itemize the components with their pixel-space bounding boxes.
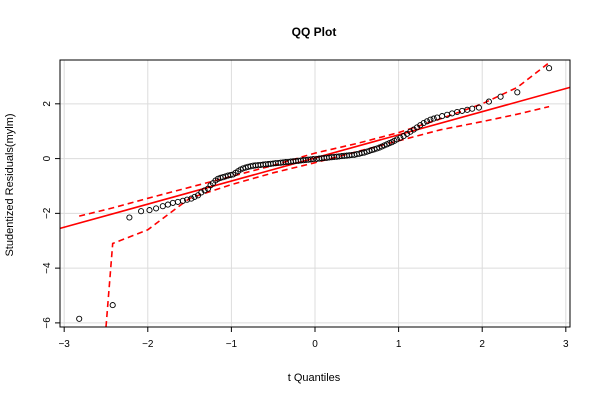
- y-tick-label: −4: [42, 262, 53, 274]
- data-point: [397, 134, 404, 141]
- data-point: [449, 110, 456, 117]
- x-tick-label: 2: [479, 339, 485, 350]
- data-point: [475, 104, 482, 111]
- confidence-band-lower: [105, 105, 550, 328]
- data-point: [169, 199, 176, 206]
- data-point: [179, 197, 186, 204]
- data-point: [174, 198, 181, 205]
- data-point: [420, 119, 427, 127]
- data-point: [184, 196, 191, 203]
- data-point: [546, 65, 553, 72]
- data-point: [227, 171, 234, 179]
- data-point: [439, 113, 446, 120]
- x-tick-label: −2: [142, 339, 154, 350]
- data-point: [201, 187, 208, 194]
- data-point: [423, 118, 431, 125]
- x-axis-label: t Quantiles: [288, 372, 341, 384]
- data-point: [393, 136, 400, 143]
- y-tick-label: −6: [42, 317, 53, 329]
- x-tick-label: 1: [396, 339, 402, 350]
- confidence-band-upper: [79, 62, 550, 217]
- y-axis-ticks: −6 −4 −2 0 2: [42, 101, 60, 329]
- x-tick-label: −3: [58, 339, 70, 350]
- data-points: [76, 65, 553, 322]
- data-point: [109, 302, 116, 309]
- y-tick-label: 0: [42, 155, 53, 161]
- data-point: [310, 156, 317, 163]
- data-point: [497, 93, 504, 100]
- data-point: [138, 208, 145, 215]
- y-axis-label: Studentized Residuals(mylm): [4, 113, 16, 256]
- x-tick-label: 3: [563, 339, 569, 350]
- data-point: [485, 98, 492, 105]
- data-point: [191, 193, 198, 200]
- data-point: [307, 156, 314, 163]
- data-point: [153, 205, 160, 212]
- x-tick-label: −1: [226, 339, 238, 350]
- data-point: [146, 207, 153, 214]
- data-point: [126, 214, 133, 221]
- plot-frame: [59, 59, 571, 328]
- data-point: [76, 315, 83, 322]
- data-point: [427, 116, 434, 123]
- x-axis-ticks: −3 −2 −1 0 1 2 3: [58, 327, 569, 350]
- confidence-bands: [79, 62, 550, 328]
- data-point: [164, 201, 171, 208]
- chart-title: QQ Plot: [292, 25, 337, 39]
- data-point: [188, 195, 195, 202]
- grid-lines: [60, 60, 570, 327]
- data-point: [514, 89, 521, 96]
- data-point: [469, 105, 476, 112]
- data-point: [430, 115, 437, 122]
- fit-line: [59, 86, 571, 230]
- y-tick-label: −2: [42, 207, 53, 219]
- x-tick-label: 0: [312, 339, 318, 350]
- y-tick-label: 2: [42, 101, 53, 107]
- data-point: [159, 203, 166, 210]
